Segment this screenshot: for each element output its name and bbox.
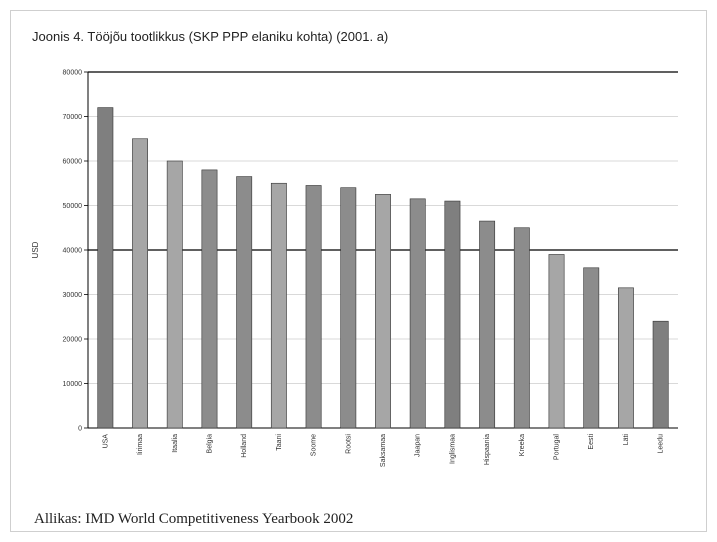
bar: [652, 320, 669, 429]
bar: [583, 267, 600, 429]
bar: [97, 107, 114, 429]
y-tick-label: 40000: [63, 248, 83, 255]
x-tick-label: Belgia: [206, 434, 213, 454]
bar: [409, 198, 426, 429]
x-tick-label: Taani: [276, 434, 283, 451]
y-axis-label: USD: [31, 241, 40, 258]
x-tick-label: Hispaania: [484, 434, 491, 465]
bar: [305, 185, 322, 429]
x-tick-label: Läti: [623, 434, 630, 446]
y-tick-label: 80000: [63, 70, 83, 77]
x-tick-label: Itaalia: [172, 434, 179, 453]
x-tick-label: Holland: [241, 434, 248, 458]
bar: [132, 138, 148, 429]
bar: [166, 160, 183, 429]
source-note: Allikas: IMD World Competitiveness Yearb…: [34, 511, 354, 527]
y-tick-label: 0: [78, 426, 82, 433]
bar: [375, 194, 391, 429]
x-tick-label: Inglismaa: [449, 434, 456, 464]
y-tick-label: 60000: [63, 159, 83, 166]
x-tick-label: Eesti: [588, 434, 595, 450]
y-tick-label: 30000: [63, 292, 83, 299]
x-tick-label: Soome: [311, 434, 318, 456]
x-tick-label: Jaapan: [415, 434, 422, 457]
x-tick-label: Rootsi: [345, 434, 352, 454]
bar: [513, 227, 530, 429]
y-tick-label: 50000: [63, 203, 83, 210]
bar: [270, 182, 287, 429]
y-tick-label: 70000: [63, 114, 83, 121]
bar: [618, 287, 634, 429]
x-tick-label: Iirimaa: [137, 434, 144, 455]
y-tick-label: 20000: [63, 337, 83, 344]
bar: [236, 176, 253, 429]
chart-title: Joonis 4. Tööjõu tootlikkus (SKP PPP ela…: [32, 29, 389, 44]
x-tick-label: Saksamaa: [380, 434, 387, 467]
x-tick-label: Portugal: [554, 434, 561, 461]
bar: [548, 254, 565, 429]
y-tick-label: 10000: [63, 381, 83, 388]
bar: [201, 169, 218, 429]
x-tick-label: Kreeka: [519, 434, 526, 456]
bar: [479, 220, 496, 429]
x-tick-label: Leedu: [658, 434, 665, 454]
bar: [444, 200, 461, 429]
x-tick-label: USA: [102, 434, 109, 449]
bar: [340, 187, 357, 429]
